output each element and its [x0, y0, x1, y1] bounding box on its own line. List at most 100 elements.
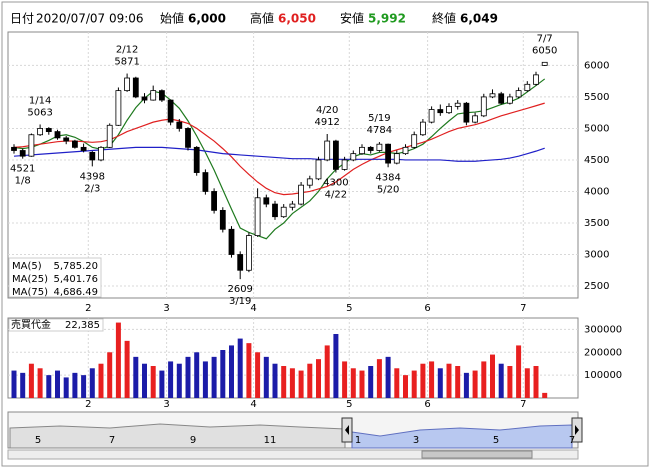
candle-body	[237, 254, 244, 271]
volume-bar	[246, 343, 252, 398]
volume-bar	[185, 356, 191, 398]
volume-bar	[533, 366, 539, 398]
low: 5,992	[368, 12, 406, 26]
x-tick-label: 4	[250, 399, 256, 410]
price-panel	[7, 31, 579, 299]
close-label: 終値	[432, 11, 456, 26]
candle-body	[472, 115, 479, 123]
navigator-history	[9, 423, 346, 449]
date: 2020/07/07 09:06	[36, 12, 144, 26]
volume-bar	[481, 361, 487, 398]
navigator-label: 9	[190, 435, 196, 446]
navigator-label: 5	[493, 435, 499, 446]
volume-bar	[159, 370, 165, 398]
candle-body	[376, 143, 383, 151]
candle-body	[515, 90, 522, 98]
volume-bar	[237, 338, 243, 398]
volume-bar	[281, 366, 287, 398]
candle-body	[45, 128, 52, 132]
volume-bar	[324, 345, 330, 398]
volume-bar	[115, 322, 121, 398]
candle-body	[280, 206, 287, 218]
annotation-date: 2/3	[84, 183, 100, 194]
candle-body	[463, 102, 470, 123]
open-label: 始値	[160, 11, 184, 26]
annotation-price: 2609	[227, 284, 252, 295]
candle-body	[402, 146, 409, 155]
x-tick-label: 2	[85, 399, 91, 410]
volume-bar	[516, 345, 522, 398]
candle-body	[411, 134, 418, 148]
legend-name: MA(5)	[12, 261, 42, 272]
scrollbar[interactable]	[7, 449, 579, 460]
candle-body	[211, 191, 218, 211]
y-tick-label: 4500	[584, 155, 609, 166]
navigator-label: 7	[109, 435, 115, 446]
candle-body	[37, 128, 43, 136]
volume-bar	[490, 354, 495, 398]
candle-body	[324, 140, 331, 161]
volume-bar	[124, 340, 130, 398]
candle-body	[80, 146, 87, 151]
candle-body	[367, 146, 374, 151]
candle-body	[202, 172, 209, 192]
candle-body	[254, 197, 261, 236]
volume-bar	[202, 361, 208, 398]
candle-body	[141, 96, 148, 101]
candle-body	[124, 77, 130, 92]
header: 日付 2020/07/07 09:06 始値 6,000 高値 6,050 安値…	[10, 11, 498, 26]
y-tick-label: 2500	[584, 281, 609, 292]
annotation-price: 4521	[10, 164, 35, 175]
candle-body	[350, 153, 357, 161]
ma-line	[13, 102, 545, 196]
volume-label-box	[8, 318, 104, 332]
candle-body	[98, 146, 104, 161]
candle-body	[158, 90, 165, 101]
volume-bar	[220, 350, 226, 398]
legend-value: 5,401.76	[53, 274, 98, 285]
annotation-date: 7/7	[537, 33, 553, 44]
candle-body	[72, 140, 78, 148]
candle-body	[272, 203, 278, 218]
candle-body	[498, 93, 505, 104]
volume-bar	[229, 345, 234, 398]
volume-bar	[298, 370, 304, 398]
y-tick-label: 5000	[584, 123, 609, 134]
annotation-date: 4/22	[325, 190, 347, 201]
navigator-label: 3	[413, 435, 419, 446]
y-tick-label: 5500	[584, 92, 609, 103]
annotation-price: 4384	[375, 172, 400, 183]
volume-bar	[255, 352, 261, 398]
candle-body	[219, 209, 226, 230]
x-tick-label: 6	[424, 399, 430, 410]
volume-bar	[394, 368, 400, 398]
legend-name: MA(25)	[12, 274, 48, 285]
close: 6,049	[460, 12, 498, 26]
volume-bar	[168, 361, 174, 398]
volume-bar	[176, 363, 182, 398]
candle-body	[359, 146, 365, 155]
low-label: 安値	[340, 11, 364, 26]
candle-body	[306, 178, 313, 186]
scroll-thumb[interactable]	[421, 450, 533, 459]
volume-bar	[342, 361, 348, 398]
volume-value: 22,385	[65, 320, 100, 331]
legend	[8, 257, 102, 298]
legend-name: MA(75)	[12, 287, 48, 298]
candle-body	[63, 137, 70, 142]
volume-bar	[455, 366, 461, 398]
annotation-price: 5871	[114, 57, 139, 68]
volume-bar	[28, 363, 34, 398]
volume-bar	[81, 375, 87, 398]
volume-bar	[498, 363, 504, 398]
legend-value: 4,686.49	[53, 287, 98, 298]
candle-body	[19, 150, 26, 157]
high-label: 高値	[250, 11, 274, 26]
navigator-label: 5	[35, 435, 41, 446]
volume-bar	[211, 356, 217, 398]
volume-bar	[133, 356, 139, 398]
candle-body	[115, 90, 122, 126]
volume-bar	[37, 368, 43, 398]
candle-body	[385, 143, 392, 164]
